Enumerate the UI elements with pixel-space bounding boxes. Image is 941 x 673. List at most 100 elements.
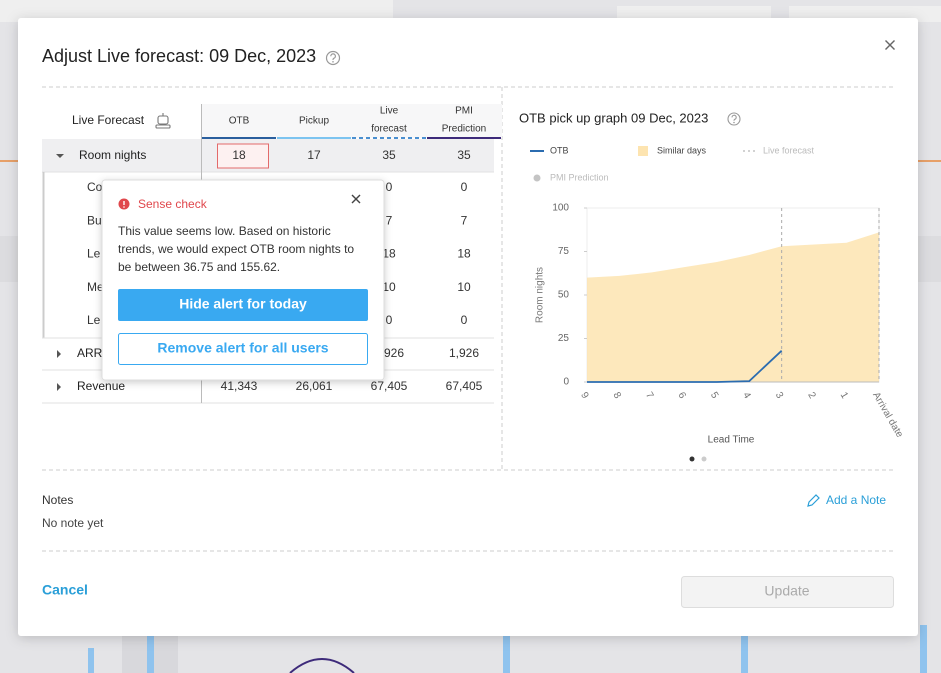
close-button[interactable] (885, 40, 895, 50)
popup-close[interactable] (351, 194, 361, 204)
cell: 67,405 (371, 379, 408, 393)
row-label: Me (87, 280, 104, 294)
cell: 41,343 (221, 379, 258, 393)
page-dot[interactable] (689, 456, 695, 462)
header-bg (202, 104, 502, 138)
page-dot[interactable] (701, 456, 707, 462)
x-tick-label: 2 (805, 390, 818, 401)
bg-bar (88, 648, 94, 673)
x-tick-label: 1 (838, 390, 851, 401)
column-header: Live (380, 106, 399, 117)
cell: 0 (461, 180, 468, 194)
expand-caret[interactable] (56, 154, 64, 158)
robot-icon (155, 113, 171, 129)
close-stroke (351, 194, 361, 204)
help-icon[interactable] (727, 112, 741, 126)
bg-bar (0, 0, 393, 22)
row-label: Le (87, 247, 101, 261)
notes-label: Notes (42, 493, 73, 507)
cell: 10 (457, 280, 471, 294)
cell: 18 (382, 247, 396, 261)
sense-check-popup: Sense check This value seems low. Based o… (101, 179, 385, 381)
x-axis-label: Lead Time (708, 435, 755, 446)
popup-title: Sense check (138, 197, 208, 211)
row-label: ARR (77, 346, 103, 360)
legend-label[interactable]: Similar days (657, 145, 707, 155)
column-header: Pickup (299, 116, 329, 127)
column-header: PMI (455, 106, 473, 117)
modal-title: Adjust Live forecast: 09 Dec, 2023 (42, 46, 316, 66)
help-mark (731, 114, 737, 121)
chart-title: OTB pick up graph 09 Dec, 2023 (519, 110, 708, 125)
cell: 1,926 (449, 346, 479, 360)
cell: 67,405 (446, 379, 483, 393)
column-header: OTB (229, 116, 250, 127)
add-note-link[interactable]: Add a Note (826, 493, 886, 507)
y-tick-label: 50 (558, 290, 570, 301)
popup-box (101, 179, 385, 381)
help-circle (727, 112, 741, 126)
cancel-button[interactable]: Cancel (42, 582, 88, 598)
help-icon[interactable] (325, 50, 341, 66)
y-tick-label: 0 (563, 377, 569, 388)
bg-bar (147, 636, 154, 673)
x-tick-label: 7 (643, 390, 656, 401)
row-label: Revenue (77, 379, 125, 393)
bg-bar (741, 636, 748, 673)
bg-bar (503, 636, 510, 673)
cell: 18 (457, 247, 471, 261)
popup-message: trends, we would expect OTB room nights … (118, 242, 354, 256)
cell: 0 (386, 180, 393, 194)
area (587, 232, 879, 382)
popup-message: This value seems low. Based on historic (118, 224, 331, 238)
legend-label[interactable]: OTB (550, 145, 569, 155)
primary-button[interactable] (118, 289, 368, 321)
cell: 7 (461, 213, 468, 227)
cell: 0 (386, 313, 393, 327)
help-dot (733, 121, 735, 124)
line (587, 350, 783, 383)
y-tick-label: 25 (558, 333, 570, 344)
cell: 35 (382, 148, 396, 162)
cell: 7 (386, 213, 393, 227)
legend-label[interactable]: Live forecast (763, 145, 815, 155)
robot-base (155, 124, 171, 129)
bg-bar (918, 236, 941, 282)
cell: 0 (461, 313, 468, 327)
row-label: Bu (87, 213, 102, 227)
legend-label[interactable]: PMI Prediction (550, 172, 609, 182)
update-button[interactable] (681, 576, 894, 608)
secondary-button[interactable] (118, 333, 368, 365)
cell: 26,061 (296, 379, 333, 393)
notes-text: No note yet (42, 516, 104, 530)
alert-cell (217, 143, 269, 169)
row-label: Co (87, 180, 103, 194)
column-header: Prediction (442, 124, 486, 135)
collapse-caret[interactable] (57, 350, 61, 358)
x-tick-label: 8 (611, 390, 624, 401)
row-label: Le (87, 313, 101, 327)
y-axis-label: Room nights (535, 267, 546, 323)
row-label: Room nights (79, 148, 146, 162)
forecast-table: Live Forecast OTB Pickup Live forecast PMI Pre… (42, 104, 502, 404)
collapse-caret[interactable] (57, 383, 61, 391)
pickup-chart: OTB pick up graph 09 Dec, 20230255075100… (519, 110, 905, 462)
y-tick-label: 75 (558, 246, 570, 257)
y-tick-label: 100 (552, 203, 569, 214)
popup-message: be between 36.75 and 155.62. (118, 260, 280, 274)
pencil-icon (807, 494, 820, 507)
x-tick-label: 3 (773, 390, 786, 401)
primary-button-label: Hide alert for today (179, 296, 307, 312)
bg-curve (289, 658, 355, 673)
secondary-button-label: Remove alert for all users (157, 340, 328, 356)
bg-bar (920, 625, 927, 673)
bg-bar (0, 236, 18, 282)
cell: 35 (457, 148, 471, 162)
header-label: Live Forecast (72, 113, 145, 127)
legend-swatch (638, 146, 648, 156)
cell: 17 (307, 148, 321, 162)
x-tick-label: 5 (708, 390, 721, 401)
cell: 10 (382, 280, 396, 294)
x-tick-label: 9 (578, 390, 591, 401)
